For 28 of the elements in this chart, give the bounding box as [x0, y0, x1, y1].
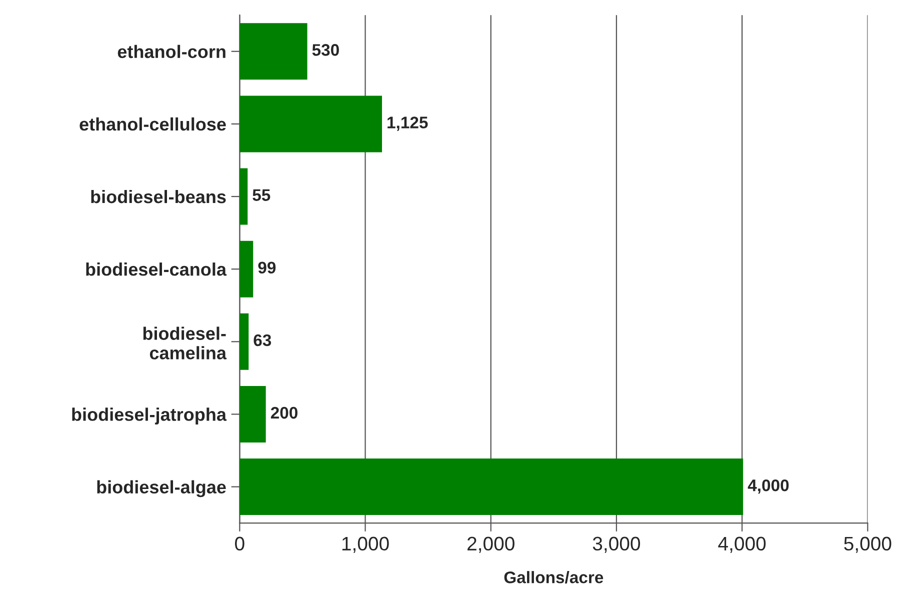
data-label: 4,000: [748, 479, 789, 494]
data-label: 63: [254, 334, 272, 346]
x-tick-label: 3,000: [592, 536, 640, 553]
x-tick-label: 2,000: [468, 536, 514, 553]
bar: [240, 386, 266, 442]
x-axis-title: Gallons/acre: [504, 571, 604, 584]
y-tick-label: ethanol-cellulose: [80, 117, 226, 131]
x-tick-label: 1,000: [342, 536, 389, 553]
y-tick-label: biodiesel-jatropha: [72, 408, 227, 425]
y-tick-label: biodiesel- camelina: [143, 326, 227, 360]
data-label: 55: [252, 189, 270, 201]
x-tick-label: 0: [235, 536, 244, 551]
bar: [240, 168, 248, 225]
bar: [240, 96, 382, 152]
bar: [240, 240, 254, 298]
bar: [240, 23, 308, 80]
bar: [240, 313, 249, 370]
y-tick-label: biodiesel-canola: [86, 262, 227, 276]
data-label: 99: [258, 262, 276, 274]
x-tick-label: 4,000: [718, 536, 766, 553]
data-label: 200: [270, 406, 298, 419]
y-tick-label: biodiesel-beans: [91, 190, 226, 204]
bar: [240, 458, 744, 516]
data-label: 530: [312, 44, 339, 56]
y-tick-label: ethanol-corn: [118, 44, 226, 58]
y-tick-label: biodiesel-algae: [97, 480, 226, 498]
data-label: 1,125: [388, 116, 428, 131]
x-tick-label: 5,000: [844, 536, 892, 553]
